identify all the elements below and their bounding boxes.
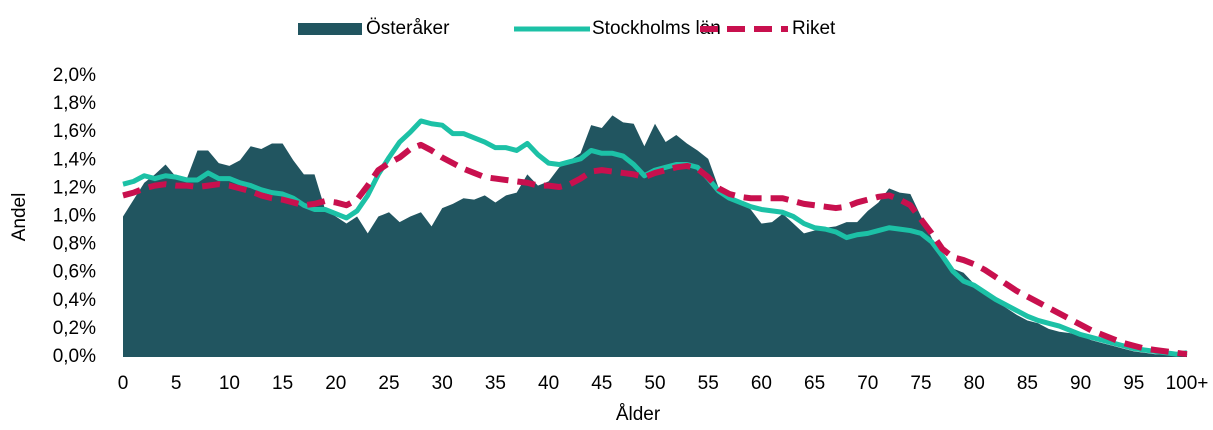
x-tick-label: 90 [1070, 373, 1091, 394]
x-tick-label: 30 [432, 373, 453, 394]
x-tick-label: 75 [910, 373, 931, 394]
legend-label: Stockholms län [592, 18, 721, 39]
x-tick-label: 50 [644, 373, 665, 394]
y-tick-label: 1,8% [53, 93, 96, 114]
line [122, 141, 1188, 358]
y-tick-label: 0,8% [53, 234, 96, 255]
x-tick-label: 0 [118, 373, 129, 394]
y-tick-label: 0,6% [53, 262, 96, 283]
legend-swatch [298, 23, 362, 35]
legend-label: Riket [792, 18, 836, 39]
x-tick-label: 40 [538, 373, 559, 394]
x-tick-label: 55 [698, 373, 719, 394]
x-tick-label: 100+ [1166, 373, 1209, 394]
x-tick-label: 25 [378, 373, 399, 394]
x-tick-label: 10 [219, 373, 240, 394]
x-tick-label: 45 [591, 373, 612, 394]
y-tick-label: 1,2% [53, 177, 96, 198]
x-tick-label: 15 [272, 373, 293, 394]
y-tick-label: 1,0% [53, 206, 96, 227]
y-tick-label: 1,6% [53, 121, 96, 142]
x-tick-label: 85 [1017, 373, 1038, 394]
x-tick-label: 35 [485, 373, 506, 394]
x-tick-label: 80 [964, 373, 985, 394]
x-axis-label: Ålder [616, 404, 661, 425]
y-tick-label: 0,0% [53, 346, 96, 367]
area [123, 115, 1187, 357]
x-tick-label: 20 [325, 373, 346, 394]
y-tick-label: 0,2% [53, 318, 96, 339]
x-tick-label: 65 [804, 373, 825, 394]
legend-label: Österåker [366, 18, 450, 39]
y-tick-label: 0,4% [53, 290, 96, 311]
y-tick-label: 1,4% [53, 149, 96, 170]
x-tick-label: 95 [1123, 373, 1144, 394]
x-tick-label: 5 [171, 373, 182, 394]
y-axis-label: Andel [9, 193, 30, 242]
y-tick-label: 2,0% [53, 65, 96, 86]
x-tick-label: 70 [857, 373, 878, 394]
x-tick-label: 60 [751, 373, 772, 394]
